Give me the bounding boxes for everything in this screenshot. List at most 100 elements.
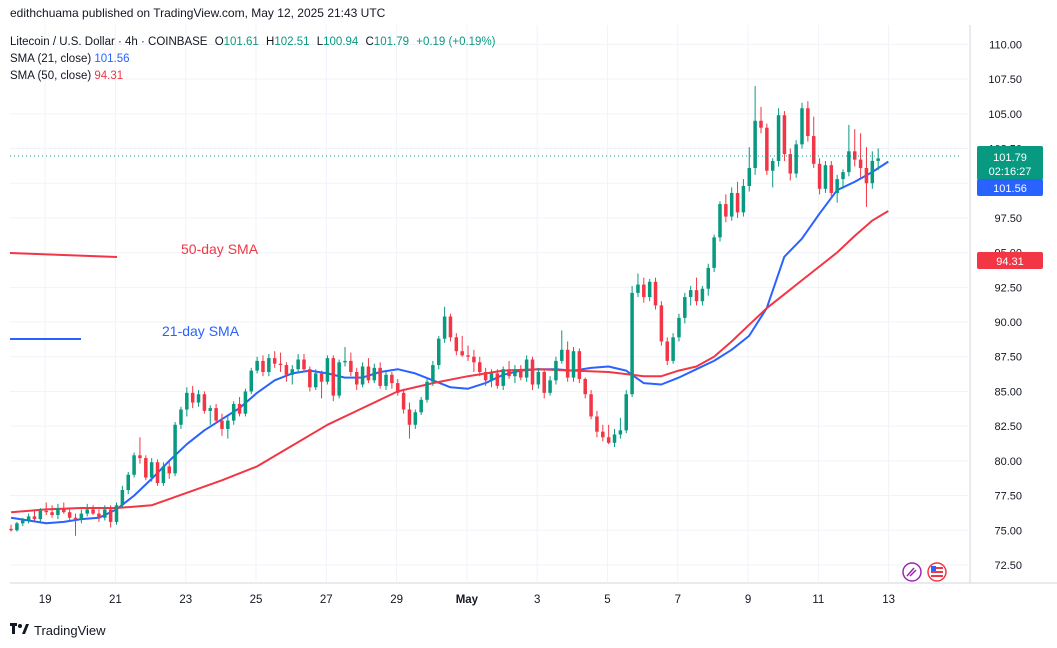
candle-body — [782, 115, 787, 155]
candle — [284, 362, 289, 382]
candle — [706, 263, 711, 296]
tradingview-logo-icon — [10, 622, 30, 638]
candle-body — [835, 179, 839, 193]
candle — [167, 460, 172, 479]
candle — [466, 345, 470, 361]
candle-body — [202, 394, 207, 411]
candle-body — [577, 351, 582, 379]
candle — [249, 367, 254, 395]
candle — [864, 147, 869, 207]
candle-body — [841, 172, 845, 180]
candle-body — [290, 369, 295, 375]
candle — [407, 402, 412, 439]
footer-brand[interactable]: TradingView — [10, 622, 106, 638]
candle — [185, 387, 189, 417]
candle-body — [366, 366, 371, 381]
candle — [542, 369, 546, 399]
candle-body — [548, 380, 552, 393]
candle — [390, 372, 394, 389]
candle — [38, 508, 43, 522]
candle-body — [706, 267, 711, 289]
candle-body — [249, 370, 254, 392]
low-label: L — [316, 36, 324, 48]
candle — [852, 129, 857, 167]
candle — [478, 356, 482, 377]
candle-body — [630, 292, 634, 395]
candle-body — [460, 351, 464, 356]
us-flag-icon[interactable] — [927, 562, 947, 582]
chart-grid — [10, 25, 1057, 584]
candle — [79, 509, 84, 524]
candle — [507, 360, 511, 379]
candle-body — [267, 358, 271, 373]
candle-body — [478, 362, 482, 373]
candle — [519, 365, 523, 381]
candle — [108, 505, 113, 528]
candle-body — [700, 288, 705, 302]
candle — [296, 353, 300, 374]
candle-body — [647, 281, 652, 298]
candle — [15, 521, 19, 532]
candle-body — [243, 391, 248, 414]
candle — [624, 390, 628, 434]
candle-body — [765, 127, 769, 171]
events-icon[interactable] — [902, 562, 922, 582]
price-axis[interactable]: 110.00107.50105.00102.50100.0097.5095.00… — [988, 39, 1022, 572]
candle — [395, 378, 400, 396]
candle-body — [220, 420, 224, 429]
chart-legend: Litecoin / U.S. Dollar · 4h · COINBASE O… — [10, 34, 496, 85]
candle-body — [354, 372, 359, 385]
candle-body — [454, 337, 459, 352]
candle-body — [21, 520, 25, 524]
candle — [120, 485, 125, 509]
candle — [530, 356, 535, 391]
candle — [261, 355, 265, 377]
candle — [302, 353, 306, 373]
candle — [44, 502, 48, 515]
time-tick-label: 27 — [320, 594, 333, 606]
candle — [97, 509, 101, 522]
candle-body — [255, 360, 259, 371]
candle-body — [864, 167, 869, 184]
price-tick-label: 87.50 — [994, 352, 1022, 364]
candle-body — [595, 416, 599, 432]
symbol-title[interactable]: Litecoin / U.S. Dollar · 4h · COINBASE — [10, 36, 208, 48]
candle — [823, 161, 828, 193]
candle — [618, 417, 623, 439]
candle — [829, 161, 834, 199]
candle-body — [694, 290, 699, 302]
price-tick-label: 75.00 — [994, 525, 1022, 537]
candle — [354, 367, 359, 391]
candle-body — [436, 338, 441, 366]
sma-50-price-label: 94.31 — [977, 252, 1043, 269]
candle-body — [858, 159, 863, 168]
time-tick-label: 21 — [109, 594, 122, 606]
price-tick-label: 110.00 — [989, 39, 1022, 51]
candle — [366, 358, 371, 384]
candle-body — [712, 237, 716, 268]
candle — [536, 367, 541, 389]
sma-21-legend-row[interactable]: SMA (21, close) 101.56 — [10, 51, 496, 68]
candle — [589, 390, 593, 420]
candle — [794, 140, 798, 178]
time-axis[interactable]: 19 21 23 25 27 29 May 3 5 7 9 11 13 — [39, 594, 895, 606]
candle — [419, 397, 423, 416]
candle-body — [741, 186, 746, 213]
price-tick-label: 82.50 — [994, 421, 1022, 433]
candle — [835, 174, 839, 203]
candle — [337, 359, 341, 399]
sma21-line-path — [10, 160, 889, 525]
candle-body — [524, 359, 529, 378]
candle — [126, 471, 130, 495]
candle-body — [79, 513, 84, 520]
sma-50-legend-row[interactable]: SMA (50, close) 94.31 — [10, 68, 496, 85]
price-tick-label: 90.00 — [994, 317, 1022, 329]
candle-body — [606, 437, 611, 443]
candle — [32, 509, 37, 521]
candle-body — [185, 392, 189, 410]
candle-body — [395, 383, 400, 393]
price-tick-label: 107.50 — [988, 74, 1022, 86]
time-tick-label: 23 — [179, 594, 192, 606]
close-label: C — [365, 36, 374, 48]
